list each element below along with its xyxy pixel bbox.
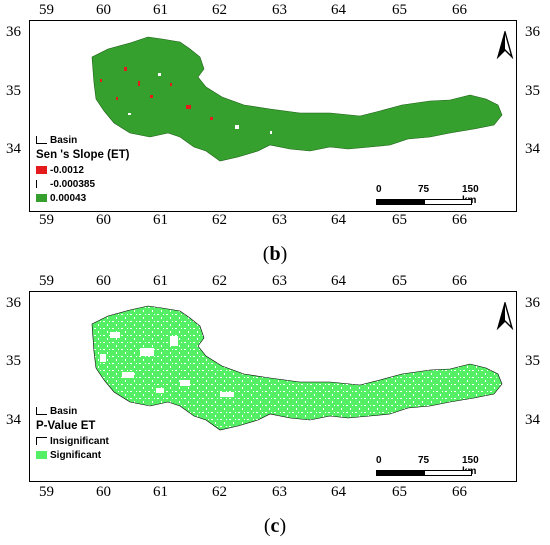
basin-polygon-c — [91, 305, 503, 431]
scale-label: 0 — [376, 455, 382, 466]
panel-caption-letter: b — [269, 243, 281, 265]
lon-tick: 66 — [452, 273, 467, 289]
scale-bar-b: 0 75 150 km — [376, 184, 479, 208]
lon-tick: 60 — [96, 484, 111, 500]
legend-basin-label: Basin — [50, 405, 78, 417]
lon-tick: 61 — [153, 273, 168, 289]
lon-tick: 64 — [331, 273, 346, 289]
legend-class-label: Insignificant — [50, 435, 109, 447]
lon-tick: 66 — [452, 2, 467, 18]
legend-b: Basin Sen 's Slope (ET) -0.0012 -0.00038… — [36, 133, 129, 205]
lon-tick: 61 — [153, 484, 168, 500]
lat-tick-right: 35 — [525, 353, 540, 369]
legend-swatch — [36, 451, 47, 459]
lon-tick: 65 — [392, 2, 407, 18]
panel-caption-b: (b) — [262, 243, 288, 265]
lon-tick: 62 — [212, 484, 227, 500]
legend-class-row: -0.0012 — [36, 163, 129, 177]
lon-tick: 62 — [212, 2, 227, 18]
legend-class-label: 0.00043 — [50, 192, 87, 204]
lon-tick: 60 — [96, 273, 111, 289]
legend-swatch — [36, 166, 47, 174]
scale-bar-segment — [424, 470, 472, 476]
north-arrow-icon — [496, 31, 514, 59]
lon-tick: 59 — [39, 2, 54, 18]
lat-tick-left: 35 — [6, 83, 21, 99]
legend-class-row: 0.00043 — [36, 191, 129, 205]
lon-tick: 60 — [96, 2, 111, 18]
scale-bar-c: 0 75 150 km — [376, 455, 479, 479]
scale-bar-segment — [376, 470, 424, 476]
basin-outline-swatch — [36, 136, 47, 144]
lat-tick-left: 35 — [6, 353, 21, 369]
lon-tick: 62 — [212, 212, 227, 228]
lat-tick-left: 36 — [6, 295, 21, 311]
basin-map-b — [91, 36, 503, 162]
insignificant-patches — [100, 332, 234, 397]
lat-tick-right: 34 — [525, 141, 540, 157]
lon-tick: 65 — [392, 212, 407, 228]
legend-basin-row: Basin — [36, 133, 129, 147]
legend-title: Sen 's Slope (ET) — [36, 149, 130, 161]
negative-slope-patches — [100, 67, 213, 120]
scale-label: 75 — [418, 184, 430, 195]
legend-class-label: -0.000385 — [50, 178, 96, 190]
lon-tick: 63 — [272, 212, 287, 228]
lon-tick: 64 — [331, 2, 346, 18]
scale-bar-segment — [376, 199, 424, 205]
legend-swatch — [36, 194, 47, 202]
lat-tick-left: 34 — [6, 141, 21, 157]
lon-tick: 66 — [452, 212, 467, 228]
basin-outline-swatch — [36, 407, 47, 415]
lon-tick: 59 — [39, 484, 54, 500]
basin-polygon-b — [91, 36, 503, 162]
lat-tick-left: 36 — [6, 24, 21, 40]
lon-tick: 62 — [212, 273, 227, 289]
lon-tick: 64 — [331, 212, 346, 228]
legend-c: Basin P-Value ET Insignificant Significa… — [36, 404, 109, 462]
lon-tick: 64 — [331, 484, 346, 500]
lon-tick: 60 — [96, 212, 111, 228]
legend-basin-row: Basin — [36, 404, 109, 418]
north-arrow-icon — [496, 302, 514, 330]
lon-tick: 63 — [272, 484, 287, 500]
lon-tick: 59 — [39, 273, 54, 289]
map-frame-b: Basin Sen 's Slope (ET) -0.0012 -0.00038… — [29, 20, 517, 212]
legend-basin-label: Basin — [50, 134, 78, 146]
legend-class-label: -0.0012 — [50, 164, 84, 176]
scale-label: 0 — [376, 184, 382, 195]
lon-tick: 59 — [39, 212, 54, 228]
lon-tick: 63 — [272, 273, 287, 289]
scale-label: 75 — [418, 455, 430, 466]
lon-tick: 66 — [452, 484, 467, 500]
legend-title: P-Value ET — [36, 420, 96, 432]
lat-tick-right: 34 — [525, 412, 540, 428]
basin-map-c — [91, 305, 503, 431]
scale-bar-segment — [424, 199, 472, 205]
neutral-slope-patches — [128, 73, 272, 134]
legend-class-row: Significant — [36, 448, 109, 462]
lon-tick: 65 — [392, 273, 407, 289]
lon-tick: 63 — [272, 2, 287, 18]
map-frame-c: Basin P-Value ET Insignificant Significa… — [29, 291, 517, 482]
lon-tick: 65 — [392, 484, 407, 500]
legend-class-label: Significant — [50, 449, 102, 461]
lat-tick-left: 34 — [6, 412, 21, 428]
lon-tick: 61 — [153, 2, 168, 18]
lon-tick: 61 — [153, 212, 168, 228]
legend-class-row: Insignificant — [36, 434, 109, 448]
panel-caption-c: (c) — [263, 515, 287, 537]
legend-class-row: -0.000385 — [36, 177, 129, 191]
panel-caption-letter: c — [270, 515, 280, 537]
lat-tick-right: 36 — [525, 295, 540, 311]
legend-swatch — [36, 437, 47, 445]
lat-tick-right: 36 — [525, 24, 540, 40]
lat-tick-right: 35 — [525, 83, 540, 99]
legend-swatch — [36, 180, 47, 188]
